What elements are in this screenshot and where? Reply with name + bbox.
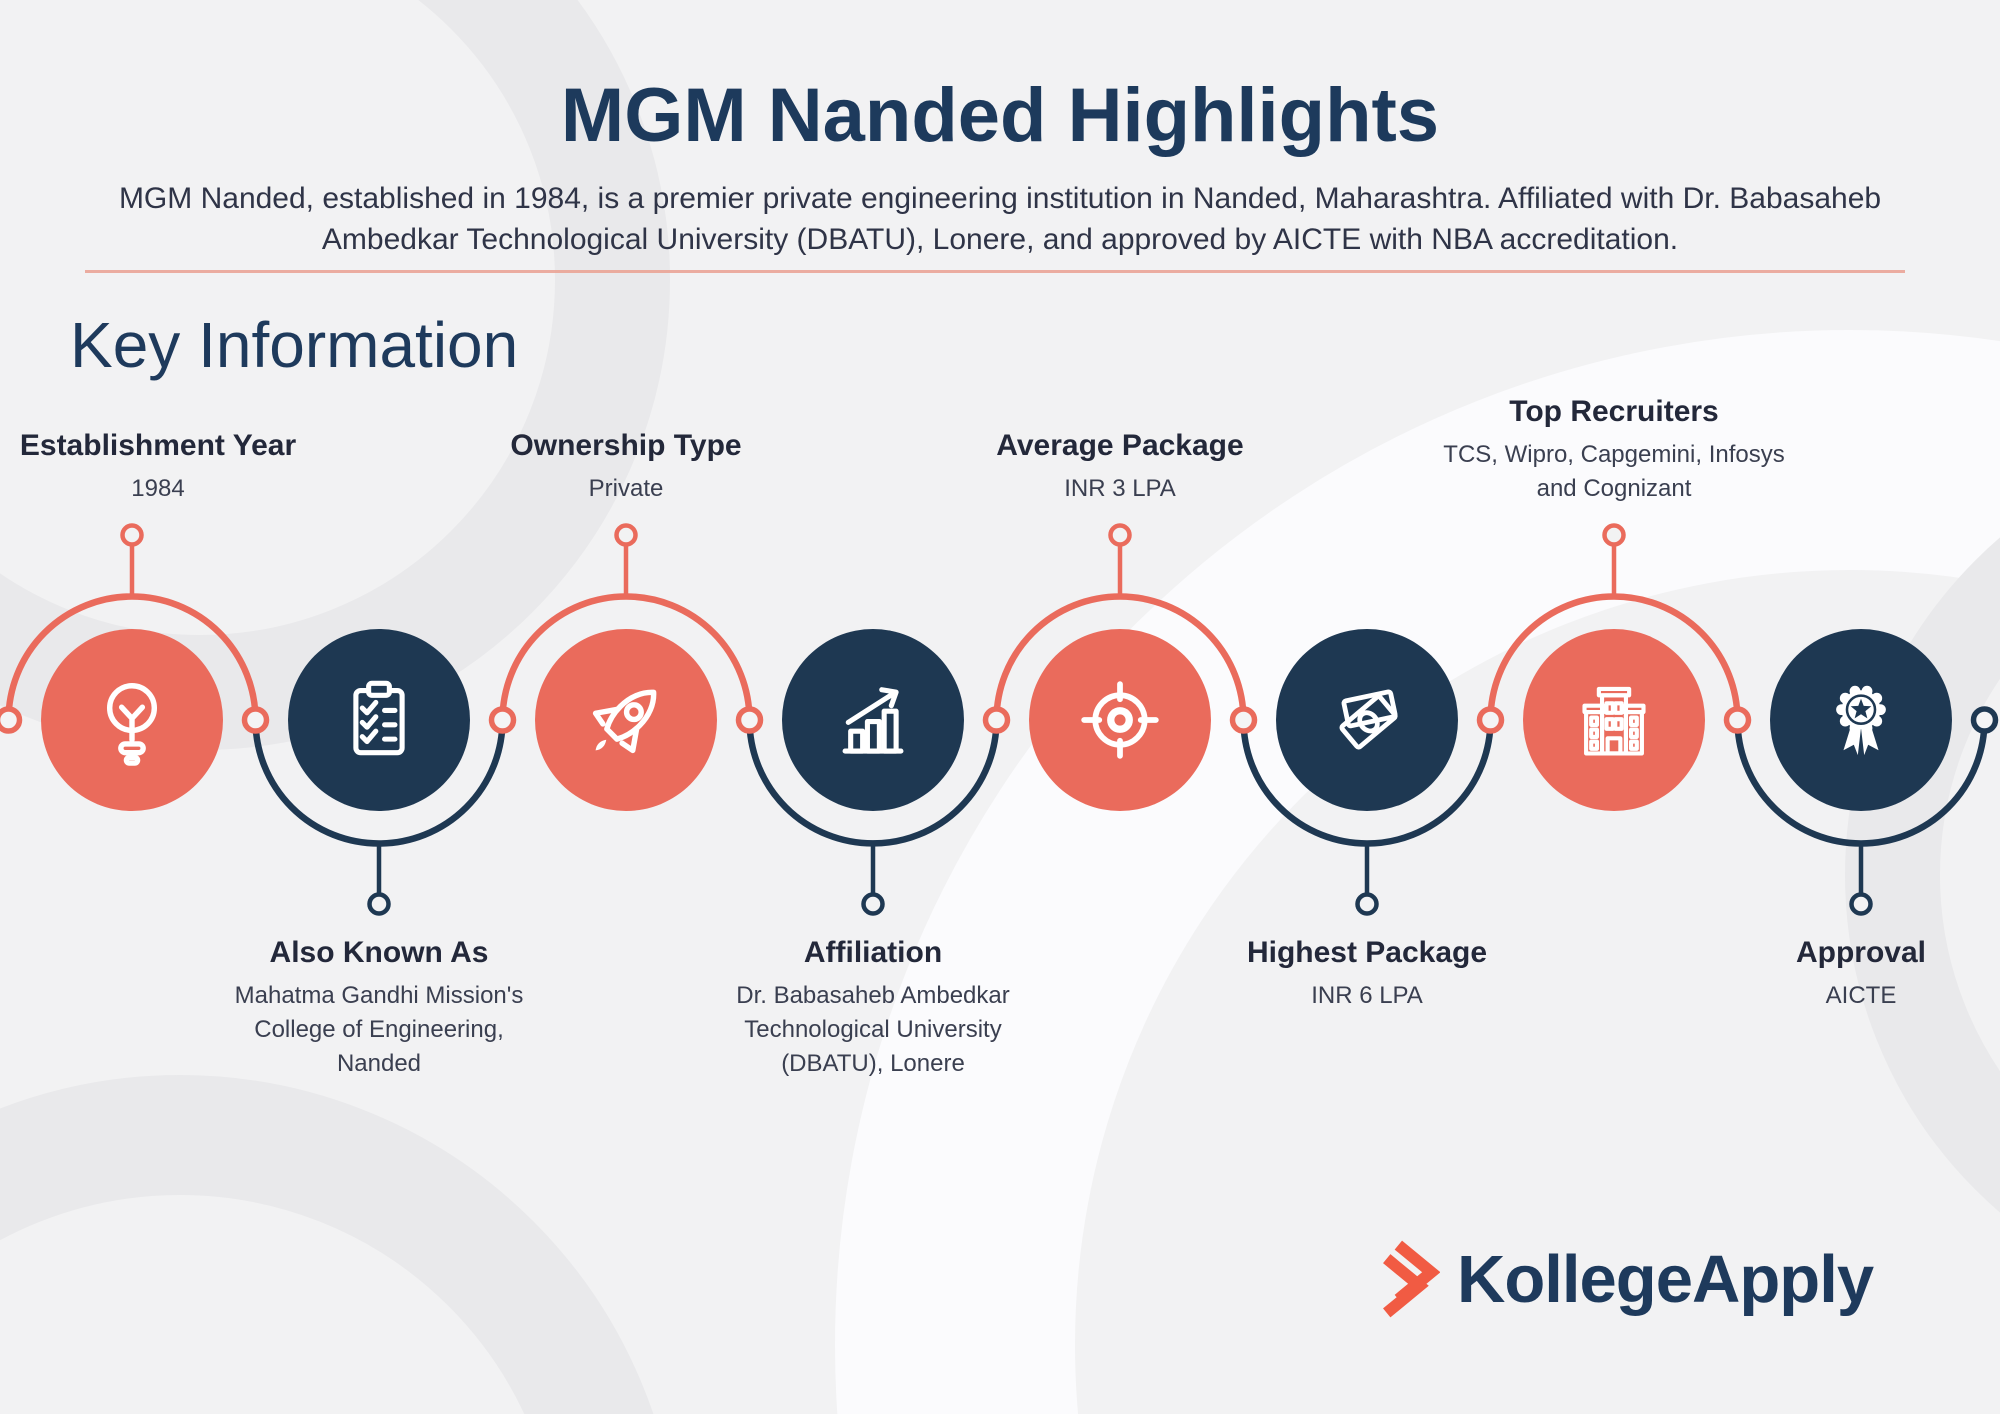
timeline-node-average-package xyxy=(1029,629,1211,811)
growth-chart-icon xyxy=(842,687,904,754)
rocket-icon xyxy=(592,689,657,754)
label-value: INR 3 LPA xyxy=(1064,475,1176,502)
divider-line xyxy=(85,270,1905,273)
label-average-package: Average Package INR 3 LPA xyxy=(996,429,1243,506)
timeline-node-also-known-as xyxy=(288,629,470,811)
label-ownership-type: Ownership Type Private xyxy=(510,429,741,506)
label-value: INR 6 LPA xyxy=(1311,982,1423,1009)
timeline-node-approval xyxy=(1770,629,1952,811)
label-value: 1984 xyxy=(131,475,185,502)
label-establishment-year: Establishment Year 1984 xyxy=(20,429,296,506)
award-ribbon-icon xyxy=(1836,685,1886,756)
clipboard-checklist-icon xyxy=(353,680,405,756)
double-chevron-icon xyxy=(1383,1240,1440,1318)
navy-stems xyxy=(367,843,1873,916)
label-title: Average Package xyxy=(996,429,1244,462)
label-title: Highest Package xyxy=(1246,936,1488,969)
lightbulb-icon xyxy=(106,683,158,766)
label-value: Mahatma Gandhi Mission's College of Engi… xyxy=(234,982,524,1077)
label-value: AICTE xyxy=(1825,982,1897,1009)
timeline-node-highest-package xyxy=(1276,629,1458,811)
timeline-node-ownership-type xyxy=(535,629,717,811)
timeline-node-affiliation xyxy=(782,629,964,811)
building-icon xyxy=(1582,686,1646,756)
label-title: Top Recruiters xyxy=(1509,395,1719,428)
label-highest-package: Highest Package INR 6 LPA xyxy=(1247,936,1487,1013)
label-value: Private xyxy=(588,475,664,502)
label-title: Ownership Type xyxy=(510,429,742,462)
label-approval: Approval AICTE xyxy=(1796,936,1926,1013)
section-heading: Key Information xyxy=(70,309,519,381)
coral-stems xyxy=(120,523,1626,597)
banknotes-icon xyxy=(1339,689,1398,750)
label-title: Establishment Year xyxy=(19,429,297,462)
label-title: Approval xyxy=(1795,936,1927,969)
label-top-recruiters: Top Recruiters TCS, Wipro, Capgemini, In… xyxy=(1421,395,1807,506)
label-also-known-as: Also Known As Mahatma Gandhi Mission's C… xyxy=(233,936,525,1081)
page-title: MGM Nanded Highlights xyxy=(560,73,1440,158)
timeline-node-establishment-year xyxy=(41,629,223,811)
label-value: TCS, Wipro, Capgemini, Infosys and Cogni… xyxy=(1443,441,1785,502)
timeline-node-top-recruiters xyxy=(1523,629,1705,811)
logo-wordmark: KollegeApply xyxy=(1457,1241,1874,1317)
label-title: Also Known As xyxy=(269,936,489,969)
kollegeapply-logo: KollegeApply xyxy=(1378,1240,1874,1318)
label-affiliation: Affiliation Dr. Babasaheb Ambedkar Techn… xyxy=(733,936,1013,1081)
page-description: MGM Nanded, established in 1984, is a pr… xyxy=(118,182,1882,257)
target-icon xyxy=(1081,681,1159,759)
label-value: Dr. Babasaheb Ambedkar Technological Uni… xyxy=(736,982,1010,1077)
label-title: Affiliation xyxy=(803,936,943,969)
